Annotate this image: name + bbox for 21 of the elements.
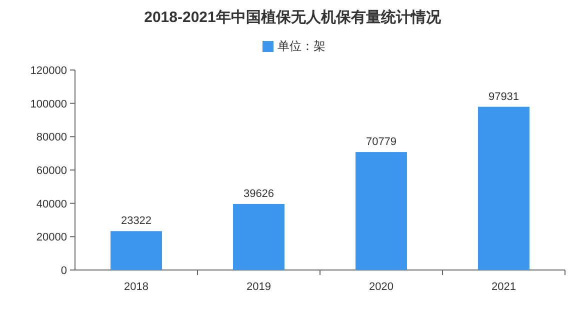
y-tick-label: 80000 <box>36 132 67 144</box>
x-tick-label: 2019 <box>246 281 271 293</box>
legend-label: 单位：架 <box>278 39 326 53</box>
data-label: 97931 <box>488 90 520 103</box>
x-tick-label: 2020 <box>369 281 394 293</box>
y-tick-label: 20000 <box>36 232 67 244</box>
y-tick-label: 40000 <box>36 198 67 210</box>
y-tick-label: 60000 <box>36 165 67 177</box>
y-tick-label: 100000 <box>30 98 67 110</box>
data-label: 39626 <box>243 188 274 200</box>
y-tick-label: 0 <box>60 265 67 277</box>
data-label: 70779 <box>366 136 397 148</box>
bar <box>478 106 530 270</box>
x-tick-label: 2021 <box>492 281 516 293</box>
chart-title: 2018-2021年中国植保无人机保有量统计情况 <box>144 9 442 26</box>
data-label: 23322 <box>120 215 152 228</box>
x-tick-label: 2018 <box>124 281 148 293</box>
bar <box>233 204 284 270</box>
bar <box>110 231 162 270</box>
y-tick-label: 120000 <box>30 65 67 77</box>
bar <box>356 152 407 270</box>
